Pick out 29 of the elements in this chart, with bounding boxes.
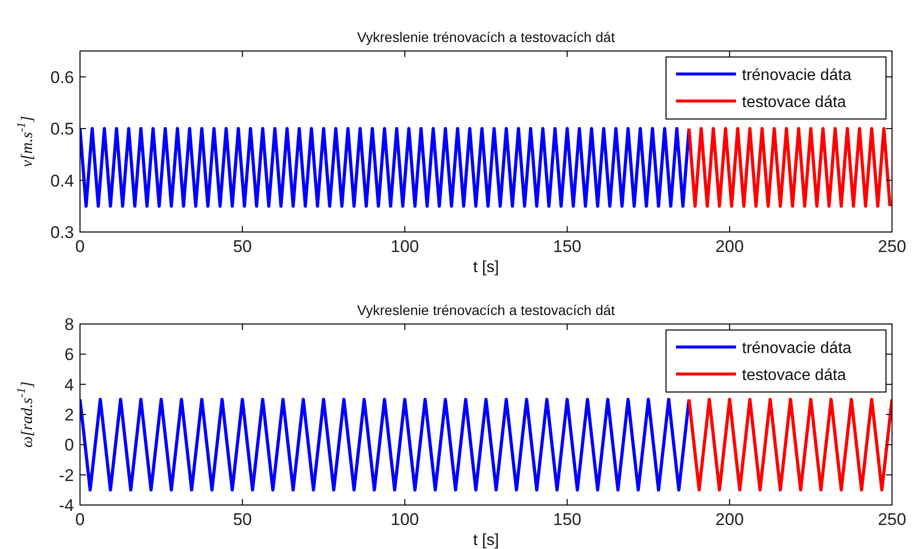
y-tick-label: 0.4	[50, 171, 74, 190]
x-tick-label: 50	[232, 237, 252, 256]
x-tick-label: 200	[715, 237, 744, 256]
y-tick-label: 8	[64, 315, 74, 334]
legend-label: testovace dáta	[742, 94, 846, 111]
y-tick-label: -2	[58, 466, 74, 485]
x-tick-label: 100	[390, 237, 419, 256]
x-tick-label: 150	[553, 237, 582, 256]
y-tick-label: 6	[64, 345, 74, 364]
x-tick-label: 200	[715, 510, 744, 529]
y-tick-label: 4	[64, 375, 74, 394]
x-axis-title: t [s]	[473, 259, 499, 276]
y-tick-label: 2	[64, 406, 74, 424]
y-tick-label: -4	[58, 496, 74, 515]
chart-title: Vykreslenie trénovacích a testovacích dát	[357, 302, 616, 318]
legend-label: testovace dáta	[742, 367, 846, 384]
legend-label: trénovacie dáta	[742, 67, 852, 84]
x-tick-label: 250	[878, 510, 906, 529]
x-tick-label: 100	[390, 510, 419, 529]
y-tick-label: 0.5	[50, 120, 74, 139]
y-tick-label: 0.6	[50, 68, 74, 87]
x-tick-label: 150	[553, 510, 582, 529]
legend-label: trénovacie dáta	[742, 340, 852, 357]
x-tick-label: 50	[232, 510, 252, 529]
chart-title: Vykreslenie trénovacích a testovacích dát	[357, 29, 616, 45]
y-tick-label: 0	[64, 436, 74, 455]
x-tick-label: 250	[878, 237, 906, 256]
y-tick-label: 0.3	[50, 223, 74, 242]
x-axis-title: t [s]	[473, 532, 499, 549]
